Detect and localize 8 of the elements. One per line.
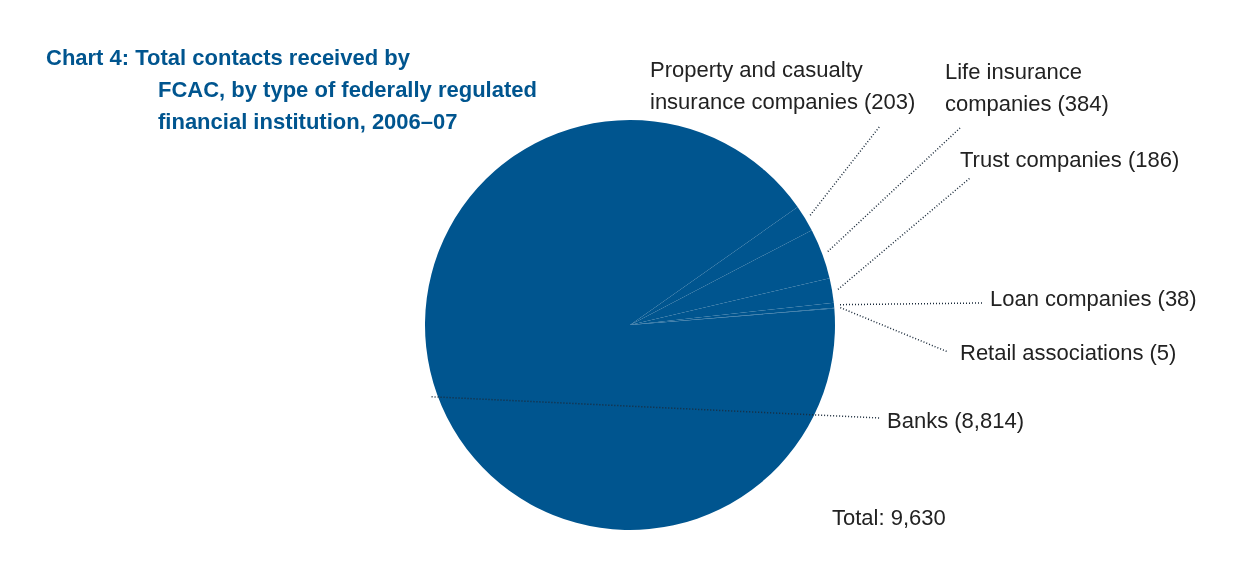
- slice-label: Property and casualty insurance companies (203): [650, 57, 916, 114]
- slice-label: Life insurance companies (384): [945, 59, 1109, 116]
- text: Total: 9,630: [832, 505, 946, 530]
- slice-label: Retail associations (5): [960, 340, 1177, 365]
- text: Chart 4: Total contacts received by FCAC, by type of federally regulated financial institution, 2006–07: [46, 45, 537, 134]
- slice-label: Loan companies (38): [990, 286, 1197, 311]
- slice-label: Trust companies (186): [960, 147, 1180, 172]
- slice-label: Banks (8,814): [887, 408, 1024, 433]
